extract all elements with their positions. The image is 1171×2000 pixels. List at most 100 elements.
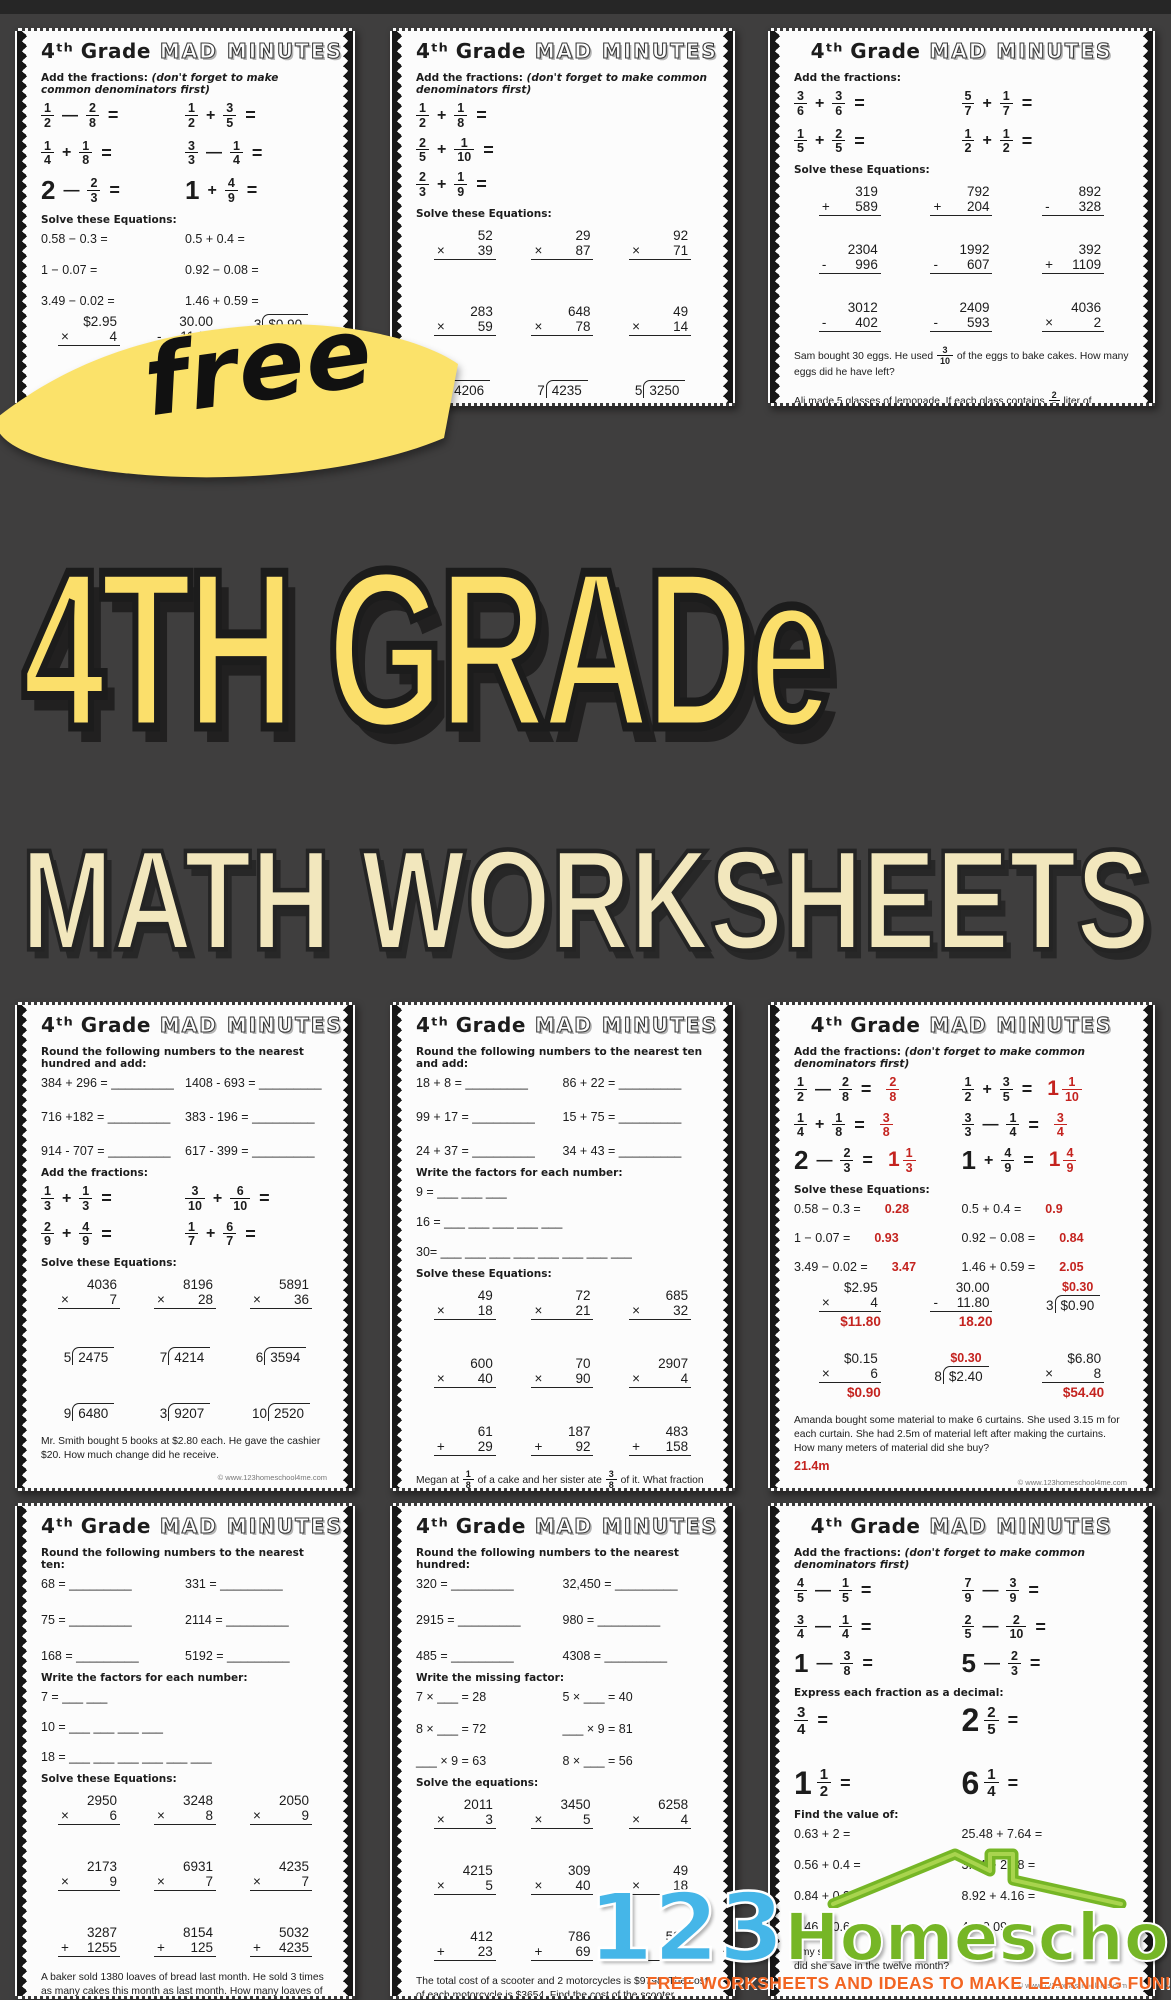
- zigzag-border-left: [770, 1506, 780, 1996]
- operand: 4: [680, 1812, 689, 1827]
- vertical-problem: 594 +88: [629, 1929, 692, 1961]
- numerator: 1: [964, 126, 972, 141]
- operator: -: [1045, 199, 1050, 214]
- fraction-problems: 1 2 +1 8 = 2 5 +1 10 = 2 3 +1 9 =: [416, 102, 709, 199]
- dividend: 2520: [267, 1403, 311, 1421]
- denominator: 3: [87, 189, 101, 205]
- numerator: 2: [419, 135, 426, 150]
- numerator: 1: [905, 1146, 913, 1160]
- denominator: 10: [454, 149, 475, 164]
- top-operand: 786: [567, 1929, 591, 1944]
- equation-text: 914 - 707 = _________: [41, 1144, 171, 1158]
- equals-sign: =: [854, 93, 865, 114]
- equals-sign: =: [854, 1114, 865, 1135]
- equation: 383 - 196 = _________: [185, 1110, 329, 1124]
- top-operand: $6.80: [1067, 1350, 1102, 1366]
- equals-sign: =: [109, 180, 120, 201]
- vertical-problem: 5891 × 36: [250, 1277, 312, 1309]
- bottom-operand: × 18: [433, 1303, 496, 1320]
- equation: 7 = ___ ___: [41, 1690, 329, 1704]
- equation: 1 − 0.07 =: [41, 263, 185, 277]
- equation-list: 0.58 − 0.3 = 0.28 0.5 + 0.4 = 0.9 1 − 0.07 =…: [794, 1202, 1129, 1274]
- bottom-operand: × 36: [250, 1292, 312, 1309]
- zigzag-border-left: [392, 1506, 402, 1996]
- equation: 86 + 22 = _________: [563, 1076, 710, 1090]
- operator: ×: [534, 1371, 543, 1386]
- vertical-problem: 4235 × 7: [250, 1859, 312, 1891]
- bottom-operand: × 14: [629, 319, 692, 336]
- bottom-operand: × 40: [433, 1371, 496, 1388]
- equation: 4 − 0.09: [962, 1920, 1130, 1934]
- numerator: 3: [1002, 1075, 1010, 1089]
- bottom-operand: × 3: [433, 1812, 496, 1829]
- worksheet-header: 4ᵗʰ Grade MAD MINUTES: [416, 1012, 716, 1037]
- operand: 125: [190, 1940, 213, 1955]
- bottom-operand: - 328: [1042, 199, 1105, 216]
- operand: 2: [1093, 315, 1102, 330]
- operator: ×: [61, 1808, 69, 1823]
- equation-text: 0.5 + 0.4 =: [961, 1201, 1022, 1216]
- fraction: 6 10: [230, 1185, 251, 1213]
- denominator: 4: [1053, 1124, 1067, 1139]
- denominator: 2: [816, 1782, 832, 1800]
- denominator: 10: [936, 355, 953, 366]
- label-text: Write the factors for each number:: [41, 1672, 248, 1684]
- operand: 90: [575, 1371, 591, 1386]
- section-label: Solve these Equations:: [416, 208, 709, 220]
- equation: 1 − 0.07 = 0.93: [794, 1231, 962, 1245]
- top-operand: 2409: [959, 300, 990, 315]
- equation-text: 716 +182 = _________: [41, 1110, 171, 1124]
- worksheet-top-middle: 4ᵗʰ Grade MAD MINUTES Add the fractions: …: [390, 28, 735, 406]
- denominator: 5: [838, 1589, 852, 1605]
- vertical-problem: 70 × 90: [531, 1356, 594, 1388]
- denominator: 10: [1006, 1626, 1027, 1641]
- section-label: Solve these Equations:: [41, 1257, 329, 1269]
- denominator: 2: [416, 114, 429, 130]
- fraction-problems: 3 4 = 2 2 5 = 1 1 2 = 6 1 4 =: [794, 1703, 1129, 1800]
- equation: 5 × ___ = 40: [563, 1690, 710, 1704]
- vertical-problems: 2011 × 3 3450 × 5 6258 × 4 4215 × 5 309 × 40 49 × 18 412 +2…: [416, 1797, 709, 1961]
- operand: 996: [855, 257, 878, 272]
- denominator: 8: [832, 1124, 846, 1139]
- zigzag-border-right: [1143, 31, 1153, 403]
- plus-sign: +: [205, 1225, 216, 1243]
- grade-label: 4ᵗʰ Grade: [41, 1013, 151, 1037]
- vertical-problem: 283 × 59: [433, 304, 496, 336]
- top-operand: 92: [673, 227, 689, 243]
- word-problem-line: Mr. Smith bought 5 books at $2.80 each. …: [41, 1436, 321, 1462]
- label-text: Solve these Equations:: [794, 1183, 930, 1196]
- long-division-problem: $0.30 8 $2.40: [934, 1351, 989, 1384]
- numerator: 2: [1010, 1649, 1018, 1663]
- label-note: (don't forget to make common denominator…: [794, 1547, 1086, 1571]
- denominator: 7: [223, 1233, 237, 1248]
- denominator: 9: [454, 183, 468, 199]
- equation: 68 = _________: [41, 1577, 185, 1591]
- bottom-operand: × 8: [1042, 1366, 1105, 1383]
- operand: 71: [673, 242, 689, 258]
- equation-text: 1.46 + 0.59 =: [185, 293, 259, 308]
- numerator: 1: [232, 138, 240, 153]
- operator: ×: [436, 1371, 445, 1386]
- numerator: 3: [797, 1703, 806, 1721]
- equation: 0.5 + 0.4 = 0.9: [962, 1202, 1130, 1216]
- worksheet-middle-middle: 4ᵗʰ Grade MAD MINUTES Round the following…: [390, 1002, 735, 1491]
- operator: -: [821, 257, 827, 272]
- denominator: 3: [902, 1159, 916, 1175]
- fraction-problem: 1 +4 9 = 1 4 9: [962, 1147, 1130, 1175]
- operand: 11.80: [956, 1294, 990, 1310]
- worksheet-body: 4ᵗʰ Grade MAD MINUTES Add the fractions: 3…: [768, 31, 1155, 403]
- worksheet-body: 4ᵗʰ Grade MAD MINUTES Round the following…: [15, 1005, 355, 1488]
- bottom-operand: × 78: [531, 319, 594, 336]
- worksheet-header: 4ᵗʰ Grade MAD MINUTES: [416, 38, 716, 63]
- numerator: 1: [82, 138, 90, 153]
- equation: 0.92 − 0.08 =: [185, 263, 329, 277]
- top-operand: 648: [567, 303, 591, 319]
- vertical-problem: $0.15 × 6 $0.90: [818, 1351, 881, 1400]
- operand: 4: [680, 1371, 689, 1386]
- numerator: 3: [942, 345, 948, 355]
- fraction-problem: 1 +4 9 =: [185, 177, 329, 205]
